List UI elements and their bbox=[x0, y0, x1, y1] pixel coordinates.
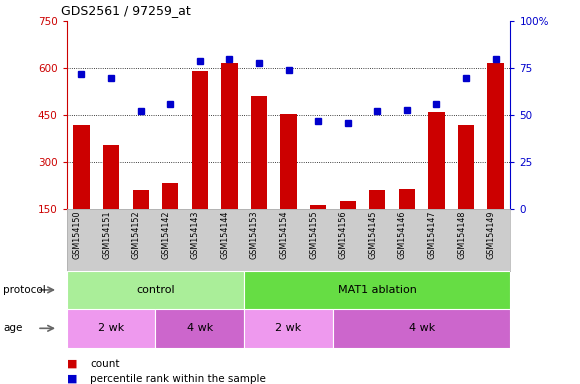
Text: 4 wk: 4 wk bbox=[408, 323, 435, 333]
Text: GSM154151: GSM154151 bbox=[102, 210, 111, 259]
Bar bbox=[428, 112, 445, 257]
Text: GSM154155: GSM154155 bbox=[309, 210, 318, 259]
Text: count: count bbox=[90, 359, 119, 369]
Text: MAT1 ablation: MAT1 ablation bbox=[338, 285, 416, 295]
Text: GSM154143: GSM154143 bbox=[191, 210, 200, 259]
Text: GSM154144: GSM154144 bbox=[220, 210, 229, 259]
Text: GSM154154: GSM154154 bbox=[280, 210, 289, 259]
Bar bbox=[162, 183, 179, 257]
Text: 2 wk: 2 wk bbox=[98, 323, 124, 333]
Text: 4 wk: 4 wk bbox=[187, 323, 213, 333]
Text: protocol: protocol bbox=[3, 285, 46, 295]
Bar bbox=[398, 189, 415, 257]
Bar bbox=[280, 114, 297, 257]
Bar bbox=[333, 309, 510, 348]
Text: GSM154152: GSM154152 bbox=[132, 210, 140, 259]
Bar bbox=[73, 124, 90, 257]
Bar bbox=[103, 145, 119, 257]
Bar bbox=[244, 309, 333, 348]
Text: GSM154156: GSM154156 bbox=[339, 210, 347, 259]
Text: GSM154149: GSM154149 bbox=[487, 210, 495, 259]
Bar bbox=[339, 202, 356, 257]
Bar bbox=[244, 271, 510, 309]
Bar bbox=[310, 205, 327, 257]
Bar bbox=[67, 271, 244, 309]
Text: ■: ■ bbox=[67, 359, 77, 369]
Bar bbox=[251, 96, 267, 257]
Bar bbox=[191, 71, 208, 257]
Text: GSM154150: GSM154150 bbox=[72, 210, 81, 259]
Text: GSM154142: GSM154142 bbox=[161, 210, 171, 259]
Text: GDS2561 / 97259_at: GDS2561 / 97259_at bbox=[61, 4, 191, 17]
Bar bbox=[132, 190, 149, 257]
Bar bbox=[67, 309, 155, 348]
Text: percentile rank within the sample: percentile rank within the sample bbox=[90, 374, 266, 384]
Text: 2 wk: 2 wk bbox=[276, 323, 302, 333]
Bar bbox=[487, 63, 504, 257]
Text: age: age bbox=[3, 323, 22, 333]
Text: GSM154145: GSM154145 bbox=[368, 210, 377, 259]
Bar bbox=[155, 309, 244, 348]
Text: GSM154148: GSM154148 bbox=[457, 210, 466, 259]
Text: GSM154153: GSM154153 bbox=[250, 210, 259, 259]
Text: ■: ■ bbox=[67, 374, 77, 384]
Bar bbox=[369, 190, 386, 257]
Bar bbox=[458, 124, 474, 257]
Text: control: control bbox=[136, 285, 175, 295]
Bar bbox=[221, 63, 238, 257]
Text: GSM154147: GSM154147 bbox=[427, 210, 436, 259]
Text: GSM154146: GSM154146 bbox=[398, 210, 407, 259]
